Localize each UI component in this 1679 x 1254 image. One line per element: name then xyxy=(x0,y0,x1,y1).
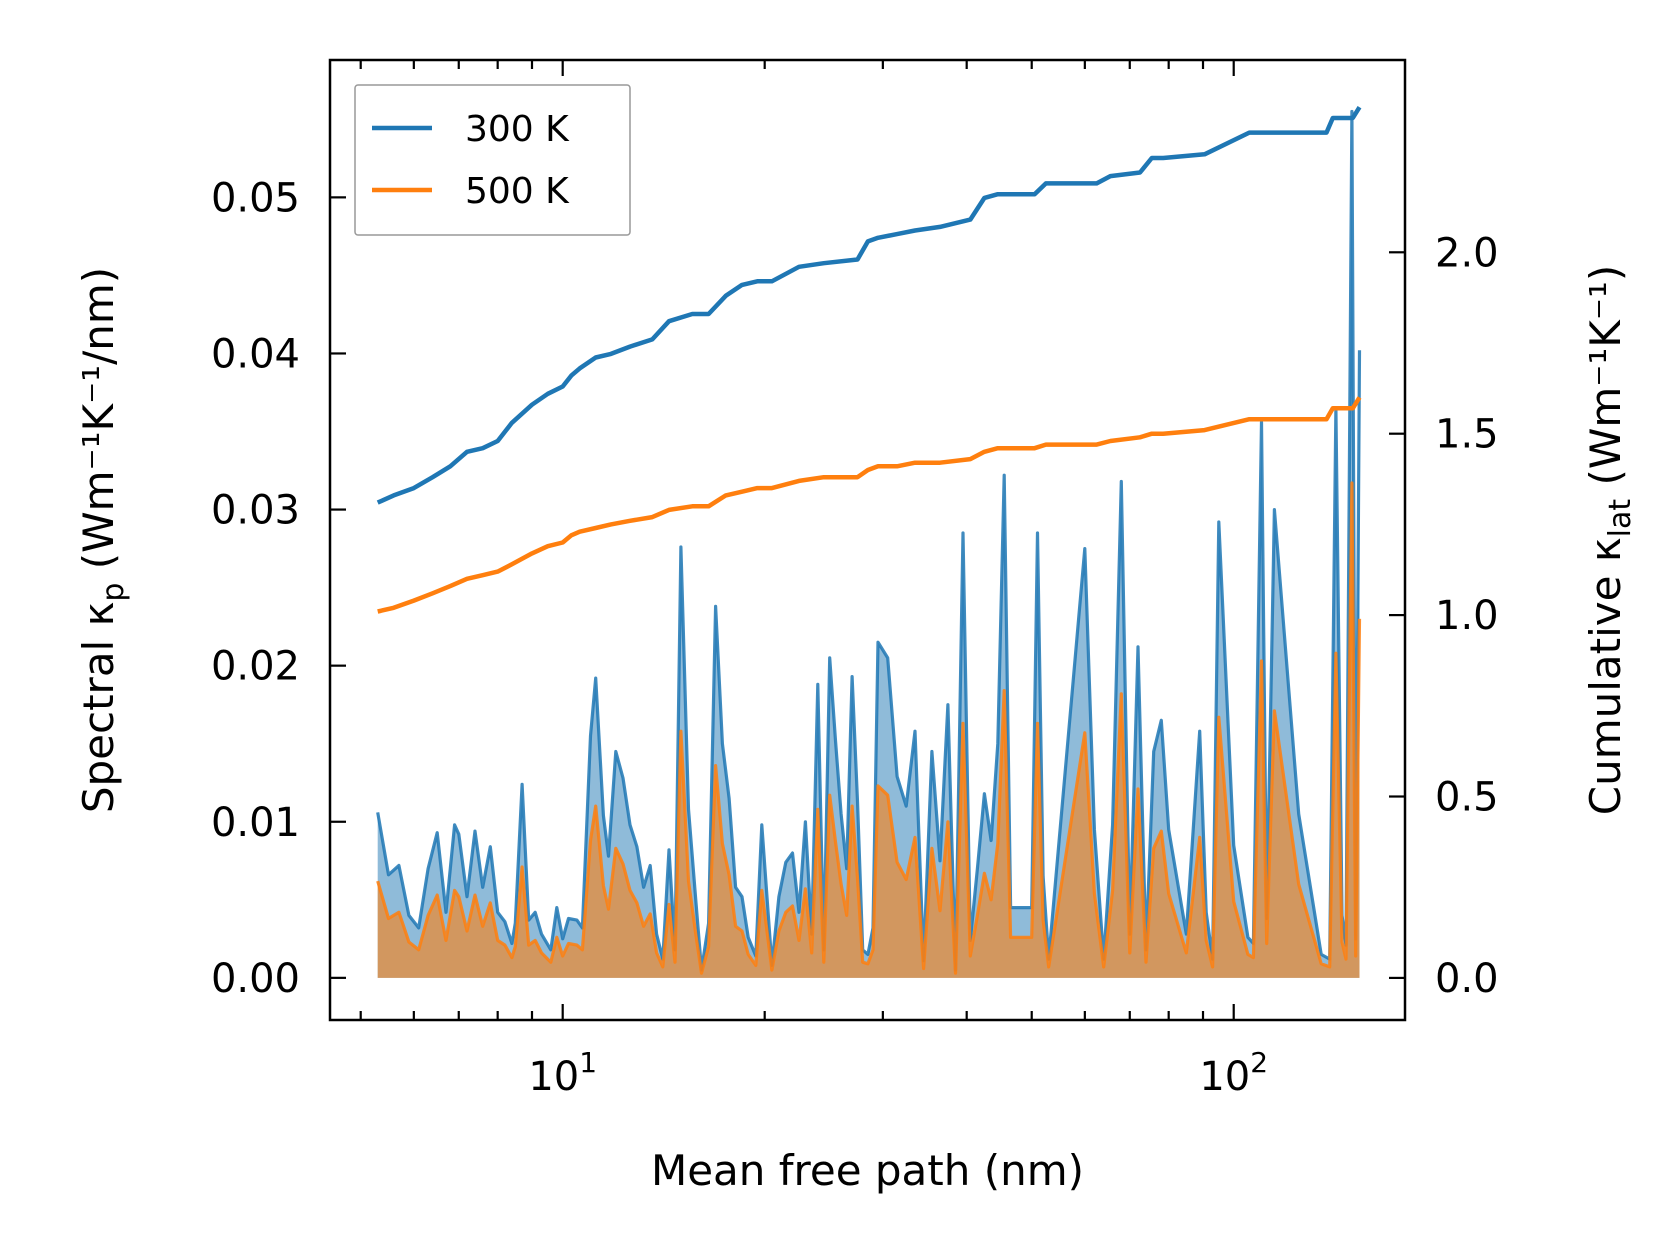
y-left-axis-label: Spectral κp (Wm⁻¹K⁻¹/nm) xyxy=(74,267,131,813)
x-tick-label: 102 xyxy=(1199,1046,1268,1100)
series-line-layer xyxy=(376,106,1362,614)
y-right-tick-label: 1.0 xyxy=(1435,593,1499,639)
y-right-tick-label: 2.0 xyxy=(1435,230,1499,276)
axis-ticks xyxy=(330,60,1405,1020)
y-left-tick-label: 0.01 xyxy=(211,800,300,846)
cumulative-line-500-k xyxy=(377,396,1362,614)
y-right-axis-label: Cumulative κlat (Wm⁻¹K⁻¹) xyxy=(1581,265,1638,815)
legend-label: 500 K xyxy=(465,171,570,212)
plot-frame xyxy=(328,58,1407,1022)
y-right-tick-label: 0.0 xyxy=(1435,956,1499,1002)
cumulative-line-300-k xyxy=(376,106,1362,505)
legend: 300 K 500 K xyxy=(354,84,631,236)
x-tick-label: 101 xyxy=(528,1046,597,1100)
y-right-tick-label: 0.5 xyxy=(1435,775,1499,821)
spectral-line-300-k xyxy=(376,109,1362,972)
axes-box xyxy=(328,58,1407,1022)
spectral-fill-500-k xyxy=(377,483,1360,978)
spectral-line-500-k xyxy=(376,481,1362,975)
y-left-tick-label: 0.02 xyxy=(211,644,300,690)
legend-label: 300 K xyxy=(465,109,570,150)
y-left-tick-label: 0.03 xyxy=(211,488,300,534)
axis-labels: 101 102 0.00 0.01 0.02 0.03 0.04 0.05 0.0 0.5 1.0 1… xyxy=(74,175,1638,1195)
y-left-tick-label: 0.05 xyxy=(211,175,300,221)
y-left-tick-label: 0.04 xyxy=(211,331,300,377)
y-right-tick-label: 1.5 xyxy=(1435,412,1499,458)
legend-box xyxy=(354,84,631,236)
spectral-fill-layer xyxy=(376,109,1362,978)
x-axis-label: Mean free path (nm) xyxy=(651,1146,1084,1195)
y-left-tick-label: 0.00 xyxy=(211,956,300,1002)
